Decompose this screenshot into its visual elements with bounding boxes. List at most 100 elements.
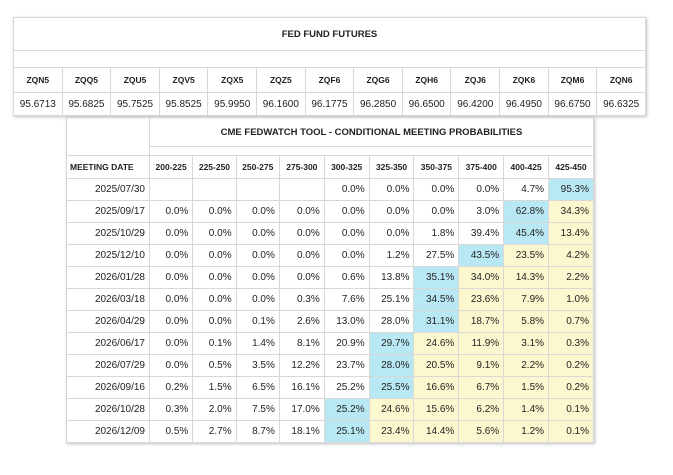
meeting-row: 2026/07/29 0.0% 0.5% 3.5% 12.2% 23.7% 28.0% 20.… [66, 354, 594, 377]
meeting-date: 2026/12/09 [66, 420, 150, 443]
probability-cell: 0.0% [278, 244, 325, 267]
meeting-row: 2026/12/09 0.5% 2.7% 8.7% 18.1% 25.1% 23.4% 14.… [66, 420, 594, 443]
probability-cell: 23.5% [503, 244, 550, 267]
probability-cell: 0.0% [192, 266, 237, 289]
contract-code: ZQQ5 [61, 67, 112, 93]
contract-code: ZQK6 [499, 67, 549, 93]
probability-cell: 16.6% [413, 376, 460, 399]
probability-cell: 1.5% [503, 376, 550, 399]
probability-cell: 0.0% [235, 200, 280, 223]
contract-price: 96.2850 [353, 92, 403, 116]
probability-cell: 43.5% [458, 244, 505, 267]
probability-cell: 0.0% [323, 200, 370, 223]
probability-cell: 24.6% [413, 332, 460, 355]
probability-cell: 18.1% [278, 420, 325, 443]
probability-cell: 25.1% [368, 288, 415, 311]
probability-cell: 29.7% [368, 332, 415, 355]
probability-cell: 28.0% [368, 354, 415, 377]
probability-cell: 25.2% [323, 376, 370, 399]
probability-cell: 25.5% [368, 376, 415, 399]
probability-cell [235, 178, 280, 201]
contract-price: 95.6713 [13, 92, 63, 116]
probability-cell [192, 178, 237, 201]
probability-cell: 15.6% [413, 398, 460, 421]
probability-cell: 0.0% [368, 200, 415, 223]
probability-cell: 20.9% [323, 332, 370, 355]
probability-cell: 0.0% [148, 200, 194, 223]
contract-code: ZQN6 [596, 67, 646, 93]
meeting-date: 2025/10/29 [66, 222, 150, 245]
probability-cell: 34.5% [413, 288, 460, 311]
probability-cell: 0.0% [323, 178, 370, 201]
rate-range-header: 225-250 [192, 155, 237, 179]
contract-code: ZQG6 [353, 67, 403, 93]
contract-price: 95.6825 [61, 92, 112, 116]
rate-range-header: 375-400 [458, 155, 505, 179]
probability-cell: 1.4% [503, 398, 550, 421]
probability-cell: 0.0% [235, 222, 280, 245]
probability-cell: 0.5% [192, 354, 237, 377]
meeting-date: 2026/04/29 [66, 310, 150, 333]
rate-range-header: 425-450 [548, 155, 594, 179]
probability-cell: 0.0% [368, 178, 415, 201]
probability-cell: 0.6% [323, 266, 370, 289]
rate-range-header: 200-225 [148, 155, 194, 179]
contract-code: ZQH6 [401, 67, 452, 93]
contract-code: ZQN5 [13, 67, 63, 93]
contract-code: ZQU5 [110, 67, 160, 93]
probability-cell: 23.4% [368, 420, 415, 443]
contract-price: 96.1775 [304, 92, 355, 116]
meeting-row: 2025/12/10 0.0% 0.0% 0.0% 0.0% 0.0% 1.2% 27.5% 4… [66, 244, 594, 267]
meeting-row: 2026/06/17 0.0% 0.1% 1.4% 8.1% 20.9% 29.7% 24.6… [66, 332, 594, 355]
contract-code: ZQV5 [158, 67, 209, 93]
futures-title: FED FUND FUTURES [13, 17, 646, 51]
probability-cell: 7.6% [323, 288, 370, 311]
probability-cell: 31.1% [413, 310, 460, 333]
probability-cell: 0.0% [413, 178, 460, 201]
probability-cell: 2.2% [548, 266, 594, 289]
probability-cell: 8.7% [235, 420, 280, 443]
probability-cell: 45.4% [503, 222, 550, 245]
contract-price: 96.6500 [401, 92, 452, 116]
probability-cell: 3.1% [503, 332, 550, 355]
probability-cell: 34.0% [458, 266, 505, 289]
probability-cell: 1.0% [548, 288, 594, 311]
meeting-row: 2025/10/29 0.0% 0.0% 0.0% 0.0% 0.0% 0.0% 1.8% 39… [66, 222, 594, 245]
meeting-row: 2026/01/28 0.0% 0.0% 0.0% 0.0% 0.6% 13.8% 35.1%… [66, 266, 594, 289]
probability-cell: 9.1% [458, 354, 505, 377]
probability-cell: 12.2% [278, 354, 325, 377]
probability-cell: 2.7% [192, 420, 237, 443]
probability-cell: 23.6% [458, 288, 505, 311]
meeting-row: 2026/03/18 0.0% 0.0% 0.0% 0.3% 7.6% 25.1% 34.5%… [66, 288, 594, 311]
contract-price: 96.4950 [499, 92, 549, 116]
probability-cell: 20.5% [413, 354, 460, 377]
contract-code: ZQF6 [304, 67, 355, 93]
probability-cell: 0.1% [192, 332, 237, 355]
probability-cell: 0.0% [368, 222, 415, 245]
probability-cell: 14.3% [503, 266, 550, 289]
probability-cell: 0.0% [192, 200, 237, 223]
corner-cell [66, 117, 150, 156]
probability-cell: 5.6% [458, 420, 505, 443]
contract-price: 96.1600 [256, 92, 306, 116]
probability-cell: 0.0% [192, 310, 237, 333]
probability-cell: 24.6% [368, 398, 415, 421]
probability-cell: 2.6% [278, 310, 325, 333]
probability-cell: 25.2% [323, 398, 370, 421]
meeting-row: 2025/07/30 0.0% 0.0% 0.0% 0.0% 4.7% 95.3% [66, 178, 594, 201]
contract-price: 95.9950 [207, 92, 258, 116]
meeting-date: 2026/06/17 [66, 332, 150, 355]
probability-cell: 28.0% [368, 310, 415, 333]
probability-cell: 0.0% [148, 222, 194, 245]
probability-cell: 35.1% [413, 266, 460, 289]
probability-cell: 0.0% [278, 200, 325, 223]
probability-cell: 95.3% [548, 178, 594, 201]
meeting-row: 2026/10/28 0.3% 2.0% 7.5% 17.0% 25.2% 24.6% 15.… [66, 398, 594, 421]
contract-code: ZQM6 [547, 67, 598, 93]
probability-cell: 0.0% [192, 244, 237, 267]
meeting-date: 2025/09/17 [66, 200, 150, 223]
probability-cell: 0.0% [323, 244, 370, 267]
probability-cell: 0.0% [458, 178, 505, 201]
rate-range-header: 400-425 [503, 155, 550, 179]
rate-range-header: 325-350 [368, 155, 415, 179]
